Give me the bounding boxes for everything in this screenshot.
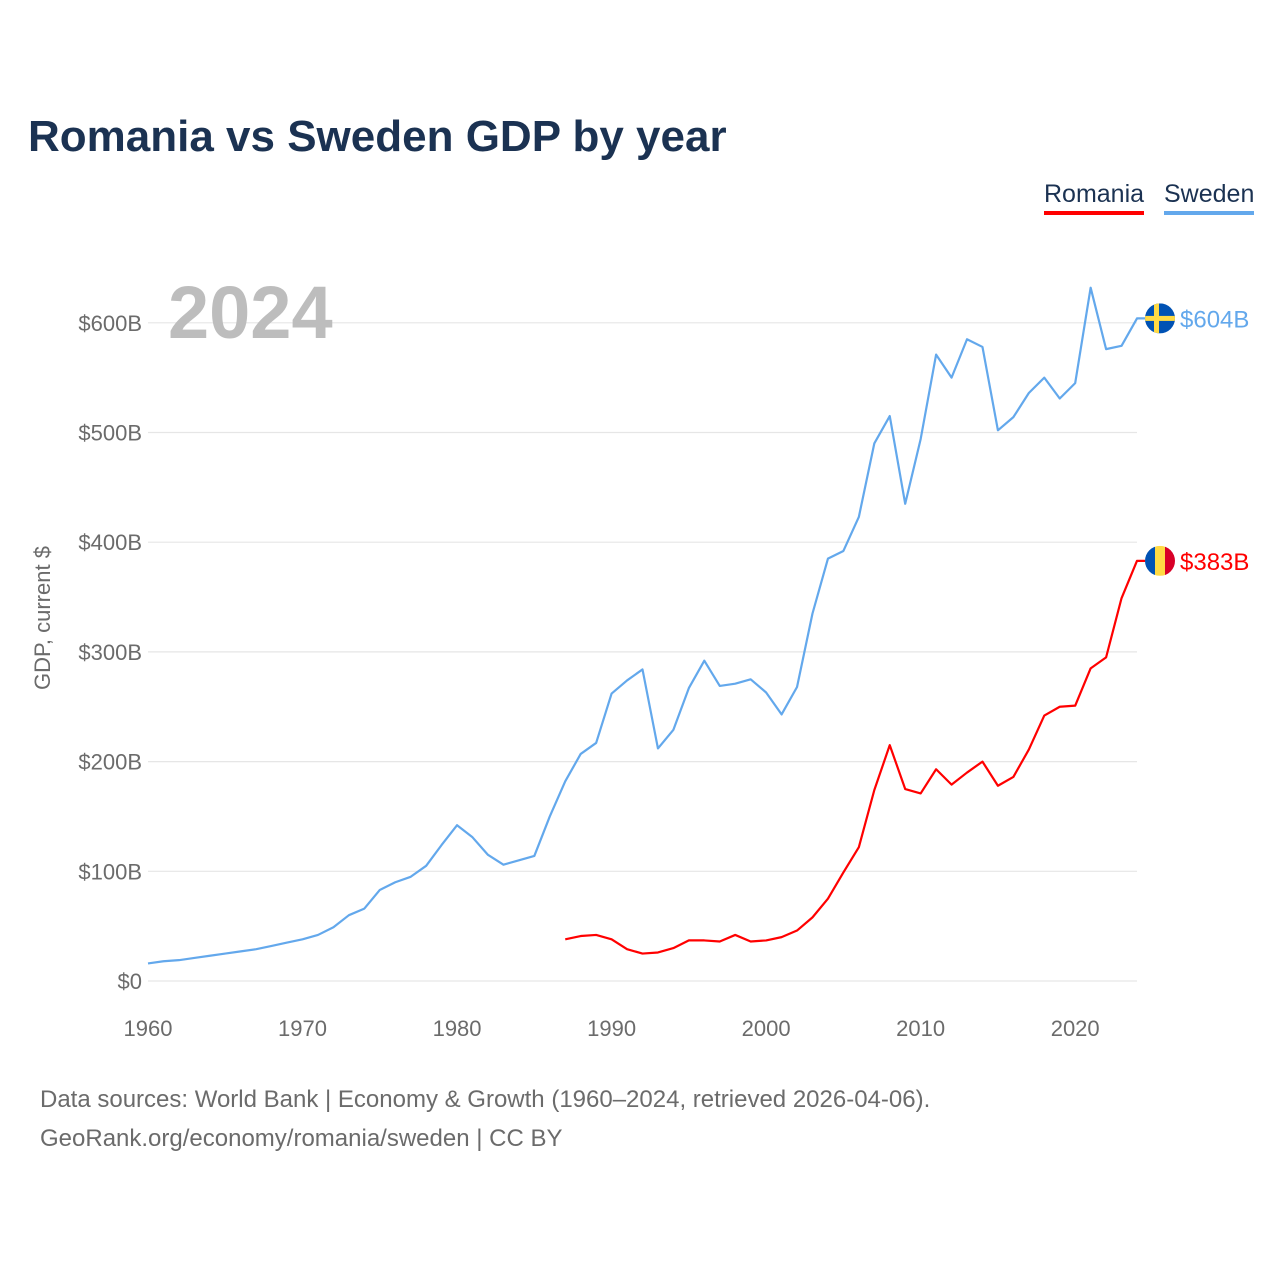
romania-flag-icon	[1145, 545, 1175, 576]
series-line-sweden	[147, 286, 1145, 965]
y-tick-label: $200B	[78, 750, 142, 775]
flag-cross-v	[1154, 303, 1159, 334]
footer-attribution: GeoRank.org/economy/romania/sweden | CC …	[40, 1125, 563, 1152]
end-value-label-romania: $383B	[1180, 549, 1249, 576]
y-tick-label: $0	[118, 969, 142, 994]
year-label: 2024	[168, 271, 333, 354]
end-value-label-sweden: $604B	[1180, 306, 1249, 333]
y-tick-label: $600B	[78, 311, 142, 336]
y-tick-label: $300B	[78, 640, 142, 665]
flag-body	[1145, 303, 1175, 334]
x-tick-label: 1960	[124, 1016, 173, 1041]
series-line-romania	[565, 559, 1145, 955]
chart-title: Romania vs Sweden GDP by year	[28, 112, 727, 161]
x-tick-label: 1980	[433, 1016, 482, 1041]
y-tick-label: $500B	[78, 421, 142, 446]
flag-stripe-red	[1165, 545, 1175, 576]
y-tick-label: $400B	[78, 530, 142, 555]
x-tick-label: 2010	[896, 1016, 945, 1041]
flag-stripe-yellow	[1155, 545, 1165, 576]
footer-sources: Data sources: World Bank | Economy & Gro…	[40, 1086, 931, 1113]
legend-item-romania[interactable]: Romania	[1044, 180, 1145, 215]
x-tick-label: 2000	[742, 1016, 791, 1041]
flag-stripe-blue	[1145, 545, 1155, 576]
x-tick-label: 2020	[1051, 1016, 1100, 1041]
flag-body	[1145, 545, 1175, 576]
x-tick-label: 1990	[587, 1016, 636, 1041]
flag-cross-h	[1145, 315, 1175, 321]
legend-item-sweden[interactable]: Sweden	[1164, 180, 1255, 215]
x-tick-label: 1970	[278, 1016, 327, 1041]
sweden-flag-icon	[1145, 303, 1175, 334]
y-axis-label: GDP, current $	[30, 546, 55, 690]
y-tick-label: $100B	[78, 859, 142, 884]
